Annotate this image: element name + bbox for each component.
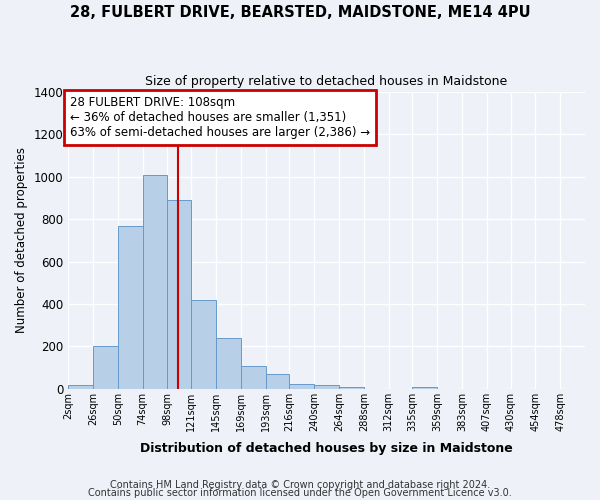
Bar [241, 366, 266, 389]
Title: Size of property relative to detached houses in Maidstone: Size of property relative to detached ho… [145, 75, 508, 88]
Bar [266, 374, 289, 389]
Bar [216, 338, 241, 389]
Text: 28 FULBERT DRIVE: 108sqm
← 36% of detached houses are smaller (1,351)
63% of sem: 28 FULBERT DRIVE: 108sqm ← 36% of detach… [70, 96, 370, 139]
Bar [93, 346, 118, 389]
Bar [412, 386, 437, 389]
Bar [143, 174, 167, 389]
Bar [191, 300, 216, 389]
Bar [339, 386, 364, 389]
X-axis label: Distribution of detached houses by size in Maidstone: Distribution of detached houses by size … [140, 442, 513, 455]
Text: 28, FULBERT DRIVE, BEARSTED, MAIDSTONE, ME14 4PU: 28, FULBERT DRIVE, BEARSTED, MAIDSTONE, … [70, 5, 530, 20]
Text: Contains HM Land Registry data © Crown copyright and database right 2024.: Contains HM Land Registry data © Crown c… [110, 480, 490, 490]
Bar [118, 226, 143, 389]
Bar [314, 384, 339, 389]
Text: Contains public sector information licensed under the Open Government Licence v3: Contains public sector information licen… [88, 488, 512, 498]
Bar [167, 200, 191, 389]
Bar [68, 384, 93, 389]
Bar [289, 384, 314, 389]
Y-axis label: Number of detached properties: Number of detached properties [15, 148, 28, 334]
